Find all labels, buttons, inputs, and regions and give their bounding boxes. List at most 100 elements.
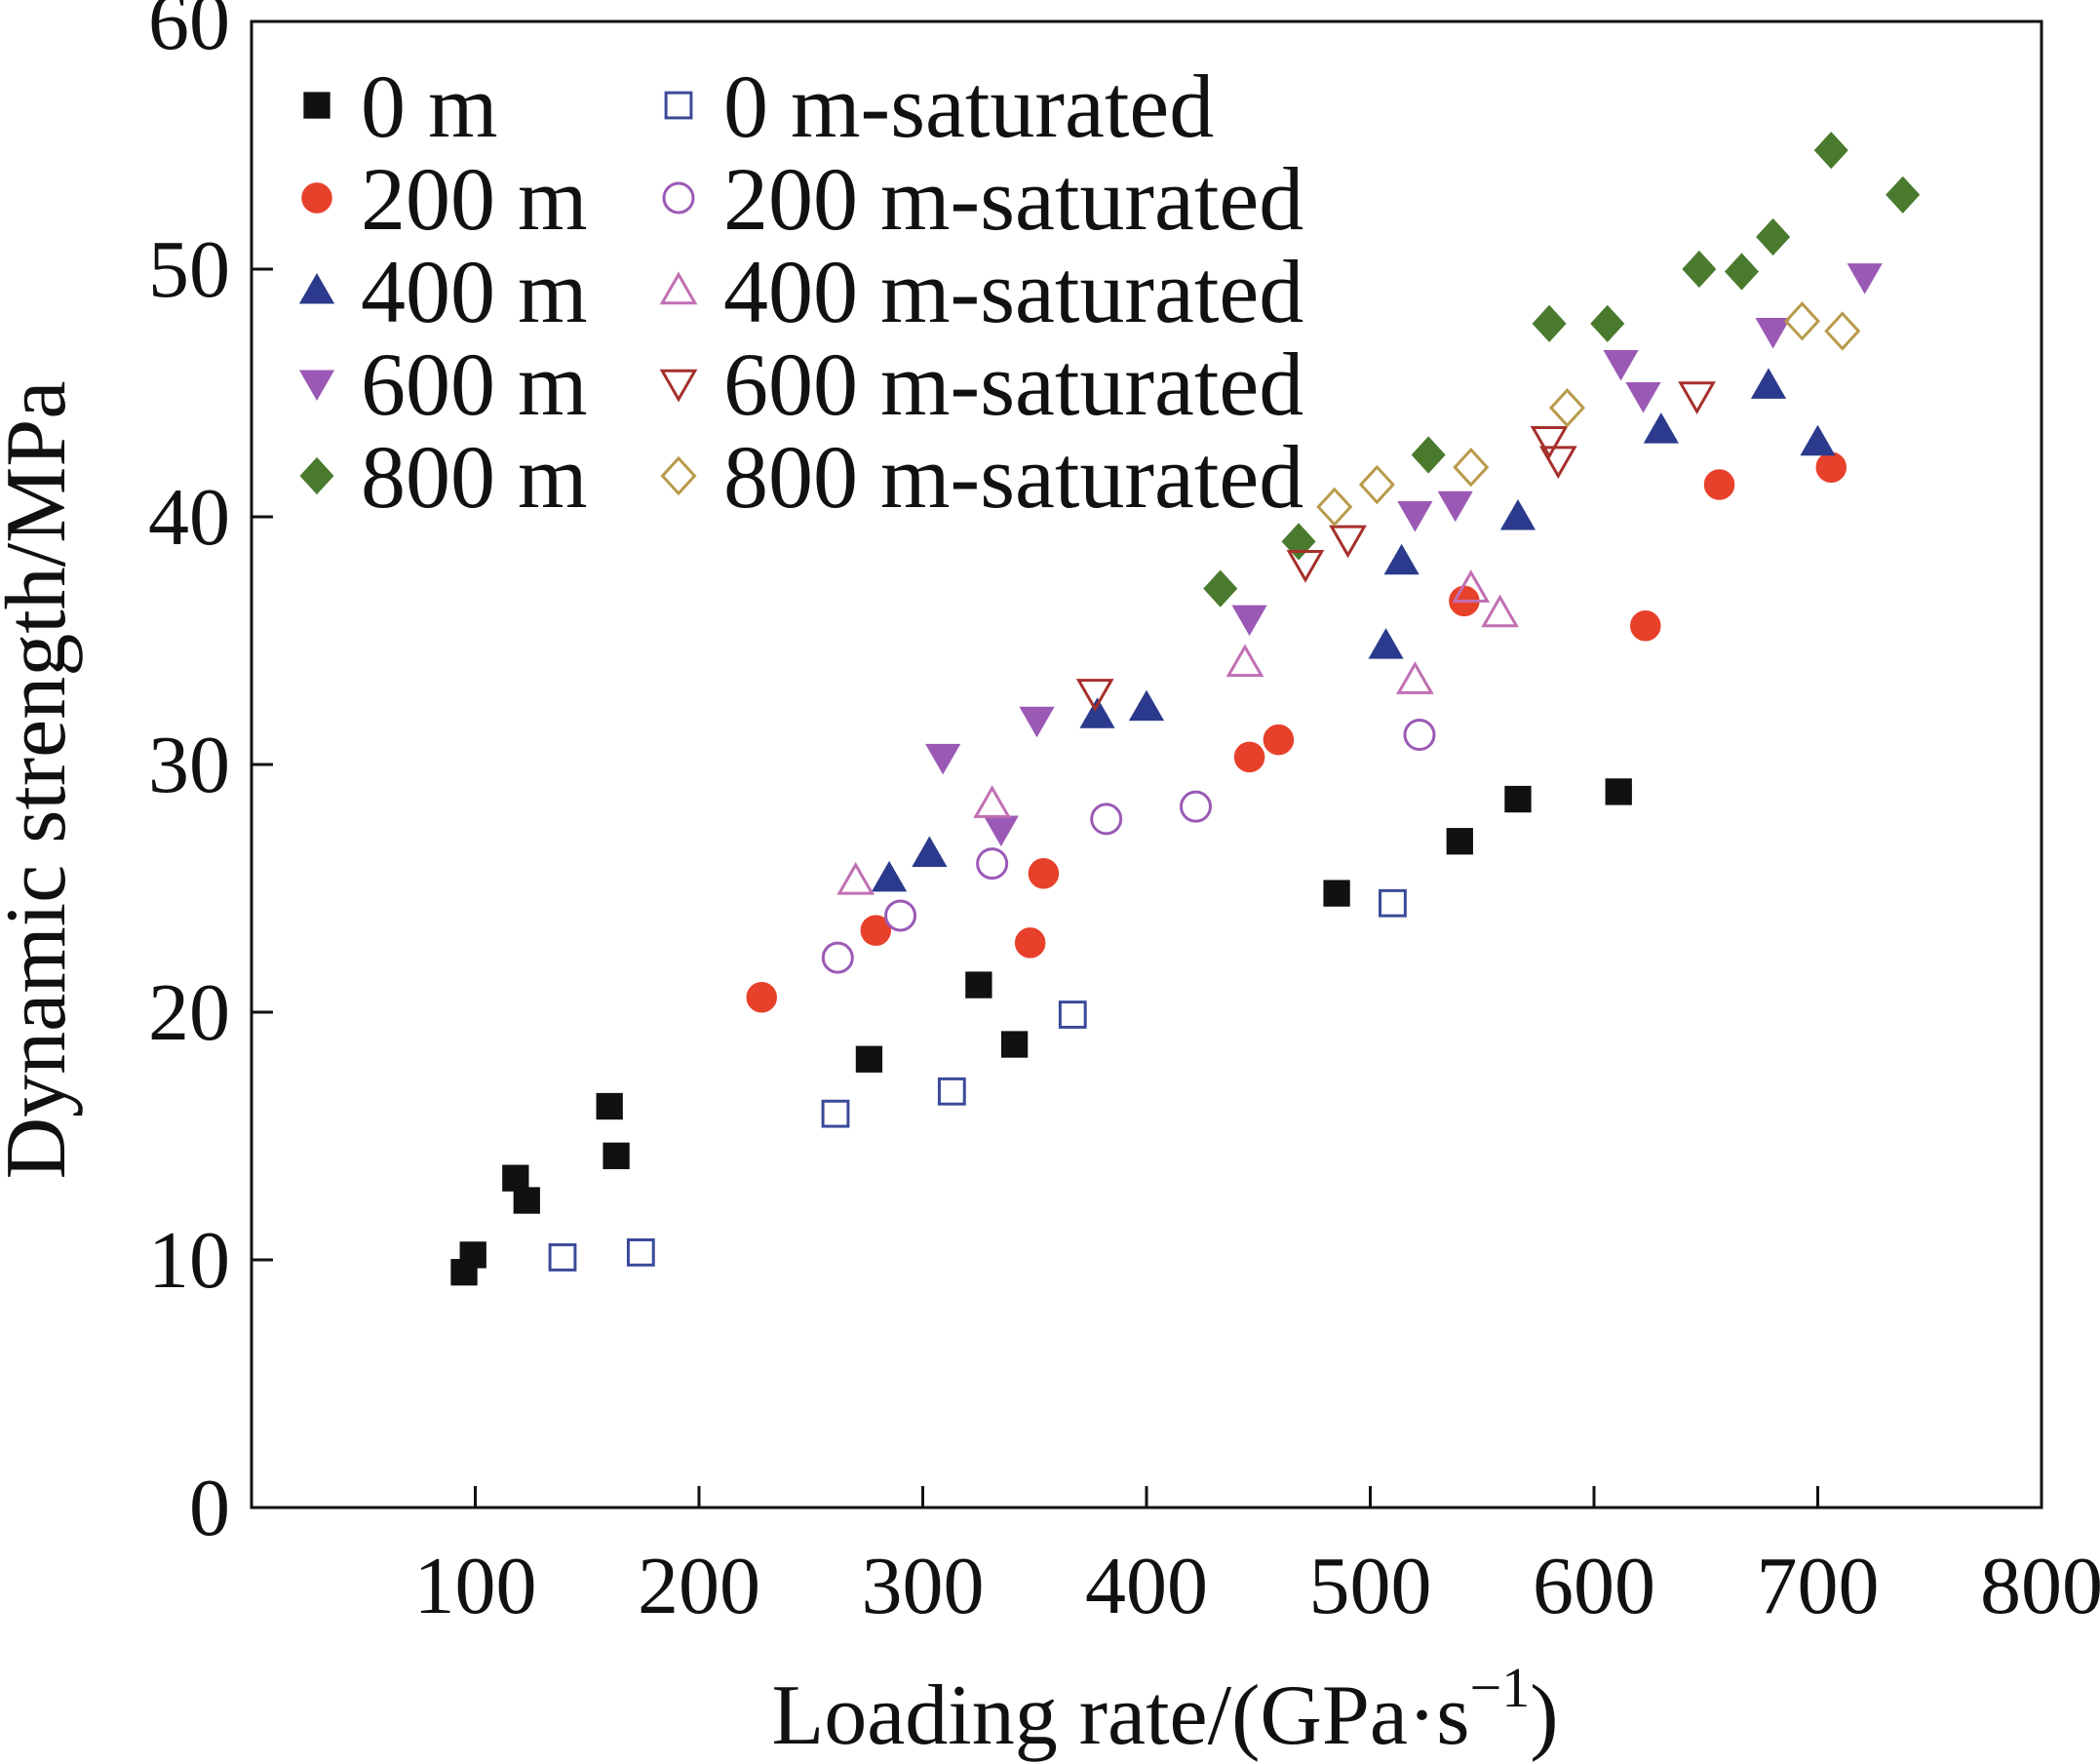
data-point xyxy=(1481,594,1520,628)
data-point xyxy=(1368,628,1404,659)
series-600-m-saturated xyxy=(1075,381,1716,712)
legend-label: 600 m-saturated xyxy=(723,334,1303,434)
data-point xyxy=(1538,446,1577,480)
data-point xyxy=(1329,525,1367,559)
x-axis-title-main: Loading rate/(GPa·s xyxy=(771,1668,1469,1763)
data-point xyxy=(925,743,961,775)
series-0-m-saturated xyxy=(548,888,1407,1272)
x-axis-title-close: ) xyxy=(1530,1668,1558,1763)
data-point xyxy=(1756,217,1791,256)
x-axis-title: Loading rate/(GPa·s−1) xyxy=(771,1656,1558,1763)
legend-label: 400 m-saturated xyxy=(723,242,1303,341)
data-point xyxy=(1452,569,1491,603)
data-point xyxy=(1014,927,1046,959)
x-axis-title-sup: −1 xyxy=(1469,1656,1530,1719)
x-tick-label: 300 xyxy=(862,1541,985,1631)
data-point xyxy=(1703,469,1735,500)
legend-label: 600 m xyxy=(361,334,588,434)
data-point xyxy=(855,1045,883,1073)
data-point xyxy=(1682,250,1717,289)
legend-label: 200 m-saturated xyxy=(723,149,1303,249)
legend-marker xyxy=(303,92,331,119)
data-point xyxy=(1397,500,1433,532)
data-point xyxy=(1028,858,1060,889)
data-point xyxy=(1813,131,1848,170)
data-point xyxy=(1411,436,1446,474)
data-point xyxy=(1231,605,1267,637)
data-point xyxy=(1678,381,1716,415)
data-point xyxy=(603,1142,630,1169)
y-tick-label: 60 xyxy=(148,0,230,67)
data-point xyxy=(548,1243,577,1272)
data-point xyxy=(1532,304,1567,342)
data-point xyxy=(1000,1031,1029,1058)
data-point xyxy=(1630,610,1661,642)
data-point xyxy=(1396,661,1434,694)
data-point xyxy=(596,1092,623,1120)
data-point xyxy=(1019,706,1055,738)
data-point xyxy=(983,815,1019,847)
data-point xyxy=(1403,719,1436,752)
data-point xyxy=(1281,523,1316,561)
data-point xyxy=(1886,176,1921,214)
data-point xyxy=(1590,304,1625,342)
y-tick-label: 0 xyxy=(189,1463,230,1553)
legend-label: 800 m xyxy=(361,427,588,527)
x-tick-label: 200 xyxy=(638,1541,760,1631)
data-point xyxy=(1847,263,1883,294)
data-point xyxy=(860,915,892,946)
legend-marker xyxy=(660,455,697,496)
legend-label: 200 m xyxy=(361,149,588,249)
data-point xyxy=(937,1077,966,1106)
series-600-m xyxy=(925,263,1883,847)
data-point xyxy=(1233,741,1265,773)
data-point xyxy=(1724,253,1759,291)
data-point xyxy=(1075,679,1114,712)
legend-label: 800 m-saturated xyxy=(723,427,1303,527)
data-point xyxy=(1783,301,1820,341)
data-point xyxy=(459,1241,486,1269)
data-point xyxy=(1263,724,1295,756)
data-point xyxy=(1499,498,1536,530)
data-point xyxy=(1504,785,1532,813)
data-point xyxy=(1625,382,1661,413)
points-layer xyxy=(450,131,1921,1286)
series-800-m-saturated xyxy=(1316,301,1861,528)
legend-marker xyxy=(664,91,693,120)
legend-marker xyxy=(301,182,332,214)
legend-label: 0 m-saturated xyxy=(723,57,1214,156)
y-tick-label: 50 xyxy=(148,224,230,315)
data-point xyxy=(1090,803,1123,836)
data-point xyxy=(1379,888,1407,918)
data-point xyxy=(821,941,854,974)
data-point xyxy=(1323,880,1350,907)
data-point xyxy=(1358,464,1395,505)
legend-marker xyxy=(662,181,695,215)
x-tick-label: 600 xyxy=(1533,1541,1655,1631)
legend-marker xyxy=(659,369,698,403)
y-axis-title: Dynamic strength/MPa xyxy=(0,381,84,1180)
data-point xyxy=(1750,368,1787,399)
data-point xyxy=(1548,388,1585,428)
data-point xyxy=(1437,490,1473,523)
data-point xyxy=(626,1237,655,1267)
data-point xyxy=(976,847,1009,881)
data-point xyxy=(871,860,908,892)
data-point xyxy=(502,1164,529,1192)
legend-marker xyxy=(299,456,334,495)
x-tick-label: 100 xyxy=(414,1541,537,1631)
data-point xyxy=(1286,550,1325,583)
data-point xyxy=(1824,311,1861,351)
data-point xyxy=(1643,412,1679,444)
axes-layer: 100 200 300 400 500 600 700 800 0 10 20 30 40 50 60 xyxy=(148,0,2100,1631)
y-tick-label: 40 xyxy=(148,472,230,563)
series-400-m-saturated xyxy=(836,569,1520,895)
series-400-m xyxy=(871,368,1836,892)
series-0-m xyxy=(450,778,1632,1286)
data-point xyxy=(1203,569,1238,608)
data-point xyxy=(1755,318,1791,349)
x-tick-label: 800 xyxy=(1980,1541,2100,1631)
x-tick-label: 400 xyxy=(1085,1541,1208,1631)
series-800-m xyxy=(1203,131,1921,608)
